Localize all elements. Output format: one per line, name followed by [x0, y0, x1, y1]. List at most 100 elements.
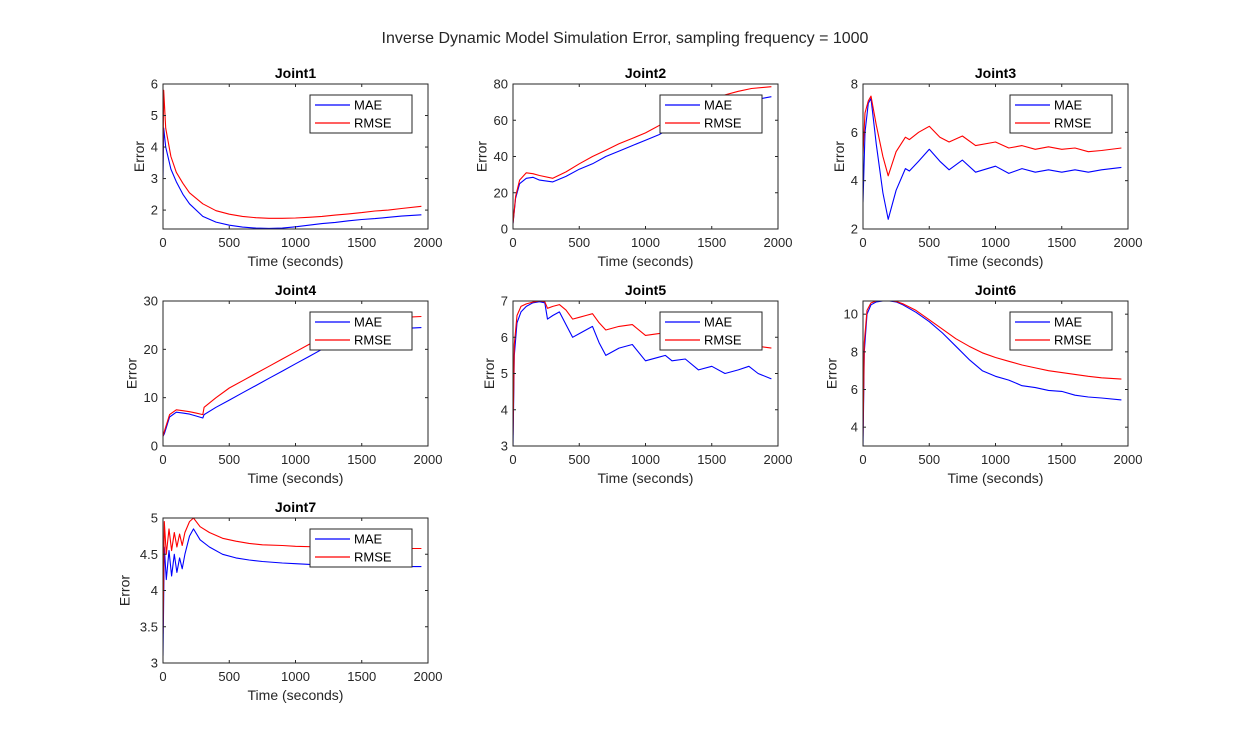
legend: MAE RMSE: [1009, 311, 1113, 351]
y-tick-label: 5: [151, 511, 158, 526]
y-tick-label: 6: [151, 77, 158, 92]
legend-label-rmse: RMSE: [1054, 116, 1092, 131]
x-tick-label: 2000: [764, 235, 793, 250]
y-tick-label: 4: [151, 140, 158, 155]
x-axis-label: Time (seconds): [948, 253, 1044, 269]
y-tick-label: 10: [844, 307, 858, 322]
y-tick-label: 5: [151, 108, 158, 123]
y-tick-label: 6: [501, 330, 508, 345]
y-tick-label: 4: [851, 173, 858, 188]
legend-label-rmse: RMSE: [354, 333, 392, 348]
x-tick-label: 1500: [347, 669, 376, 684]
x-tick-label: 1500: [347, 235, 376, 250]
y-tick-label: 3.5: [140, 619, 158, 634]
legend: MAE RMSE: [659, 94, 763, 134]
subplot-joint2: Joint2 0 500 1000 1500 2000 0 20 40 60 80 Time (sec…: [474, 65, 793, 269]
x-tick-label: 1500: [697, 235, 726, 250]
legend: MAE RMSE: [309, 94, 413, 134]
y-tick-label: 30: [144, 294, 158, 309]
x-axis-label: Time (seconds): [598, 253, 694, 269]
x-tick-label: 1000: [981, 452, 1010, 467]
subplot-joint7: Joint7 0 500 1000 1500 2000 3 3.5 4 4.5 5 Time (sec…: [116, 499, 442, 703]
series-group: [163, 89, 422, 229]
x-tick-label: 2000: [414, 452, 443, 467]
series-line-mae: [863, 301, 1122, 446]
x-tick-label: 1500: [1047, 452, 1076, 467]
legend-label-rmse: RMSE: [704, 116, 742, 131]
x-tick-label: 0: [159, 235, 166, 250]
subplot-joint6: Joint6 0 500 1000 1500 2000 4 6 8 10 Time (seconds…: [824, 282, 1143, 486]
subplot-title: Joint3: [975, 65, 1016, 81]
x-tick-label: 2000: [414, 669, 443, 684]
y-tick-label: 60: [494, 113, 508, 128]
x-axis-label: Time (seconds): [248, 470, 344, 486]
y-tick-label: 7: [501, 294, 508, 309]
subplot-joint4: Joint4 0 500 1000 1500 2000 0 10 20 30 Time (secon…: [124, 282, 443, 486]
y-tick-label: 3: [151, 171, 158, 186]
x-tick-label: 2000: [1114, 452, 1143, 467]
subplot-joint3: Joint3 0 500 1000 1500 2000 2 4 6 8 Time (seconds)…: [831, 65, 1143, 269]
y-axis-label: Error: [116, 575, 132, 606]
legend-label-rmse: RMSE: [354, 550, 392, 565]
legend-label-mae: MAE: [1054, 315, 1083, 330]
y-tick-label: 20: [494, 185, 508, 200]
y-tick-label: 8: [851, 77, 858, 92]
subplot-title: Joint2: [625, 65, 666, 81]
y-tick-label: 80: [494, 77, 508, 92]
y-axis-label: Error: [481, 358, 497, 389]
legend-box: [659, 311, 763, 351]
y-tick-label: 0: [151, 439, 158, 454]
subplot-title: Joint6: [975, 282, 1016, 298]
y-tick-label: 40: [494, 149, 508, 164]
y-axis-label: Error: [124, 358, 140, 389]
x-tick-label: 0: [859, 452, 866, 467]
legend-label-rmse: RMSE: [704, 333, 742, 348]
x-tick-label: 500: [218, 669, 240, 684]
x-tick-label: 0: [509, 235, 516, 250]
x-tick-label: 500: [918, 235, 940, 250]
x-tick-label: 2000: [764, 452, 793, 467]
legend-label-mae: MAE: [354, 98, 383, 113]
x-tick-label: 0: [159, 669, 166, 684]
legend-box: [309, 528, 413, 568]
y-tick-label: 3: [501, 439, 508, 454]
legend-box: [1009, 311, 1113, 351]
legend: MAE RMSE: [659, 311, 763, 351]
subplot-title: Joint5: [625, 282, 666, 298]
y-axis-label: Error: [131, 141, 147, 172]
x-axis-label: Time (seconds): [248, 687, 344, 703]
legend: MAE RMSE: [309, 311, 413, 351]
x-tick-label: 500: [218, 452, 240, 467]
x-tick-label: 500: [218, 235, 240, 250]
x-tick-label: 1500: [697, 452, 726, 467]
series-line-mae: [513, 301, 772, 446]
legend-box: [309, 311, 413, 351]
x-tick-label: 1500: [1047, 235, 1076, 250]
y-tick-label: 0: [501, 222, 508, 237]
x-tick-label: 2000: [414, 235, 443, 250]
y-tick-label: 10: [144, 390, 158, 405]
x-tick-label: 1000: [631, 452, 660, 467]
y-tick-label: 4: [151, 583, 158, 598]
subplot-joint1: Joint1 0 500 1000 1500 2000 2 3 4 5 6 Time (seconds…: [131, 65, 443, 269]
x-tick-label: 500: [568, 452, 590, 467]
figure-title: Inverse Dynamic Model Simulation Error, …: [382, 30, 869, 47]
legend-box: [1009, 94, 1113, 134]
x-tick-label: 1000: [281, 235, 310, 250]
y-tick-label: 3: [151, 656, 158, 671]
legend: MAE RMSE: [309, 528, 413, 568]
subplot-title: Joint4: [275, 282, 316, 298]
legend-box: [659, 94, 763, 134]
subplot-title: Joint7: [275, 499, 316, 515]
x-tick-label: 0: [509, 452, 516, 467]
y-tick-label: 8: [851, 344, 858, 359]
legend-label-rmse: RMSE: [1054, 333, 1092, 348]
x-tick-label: 1500: [347, 452, 376, 467]
x-axis-label: Time (seconds): [948, 470, 1044, 486]
x-tick-label: 2000: [1114, 235, 1143, 250]
y-tick-label: 4: [851, 420, 858, 435]
x-tick-label: 1000: [631, 235, 660, 250]
x-tick-label: 1000: [981, 235, 1010, 250]
